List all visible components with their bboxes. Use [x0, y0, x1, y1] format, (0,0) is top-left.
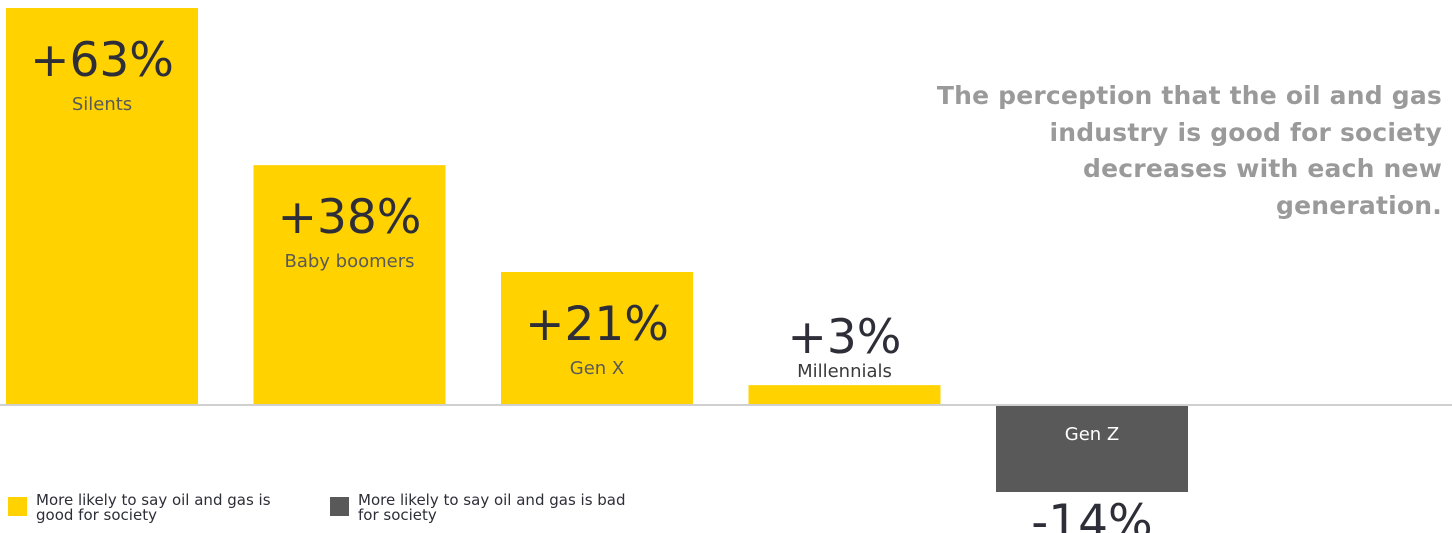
category-label: Baby boomers	[284, 251, 414, 272]
value-label: +21%	[525, 297, 669, 352]
value-label: +38%	[278, 190, 422, 245]
category-label: Silents	[72, 94, 132, 115]
category-label: Gen Z	[1065, 424, 1119, 445]
bar-silents	[6, 8, 198, 404]
bar-gen-x	[501, 272, 693, 404]
legend-swatch-good	[8, 497, 27, 516]
legend-swatch-bad	[330, 497, 349, 516]
value-label: +3%	[788, 310, 902, 365]
legend-item-good: More likely to say oil and gas is good f…	[8, 490, 308, 530]
legend-label-good: More likely to say oil and gas is good f…	[36, 491, 271, 524]
legend-label-bad: More likely to say oil and gas is bad fo…	[358, 491, 626, 524]
chart-headline: The perception that the oil and gas indu…	[936, 81, 1442, 220]
value-label: +63%	[30, 33, 174, 88]
bar-baby-boomers	[253, 165, 446, 404]
category-label: Gen X	[570, 358, 624, 379]
bar-gen-z	[996, 404, 1188, 492]
category-label: Millennials	[797, 361, 892, 382]
bar-millennials	[748, 385, 941, 404]
value-label: -14%	[1031, 495, 1152, 533]
legend-item-bad: More likely to say oil and gas is bad fo…	[330, 490, 630, 530]
